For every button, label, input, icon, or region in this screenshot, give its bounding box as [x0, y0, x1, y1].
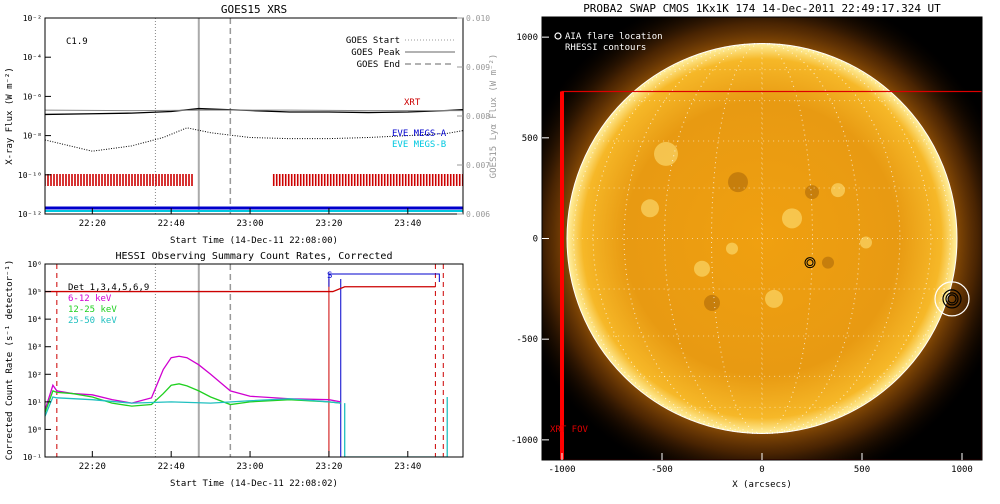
hessi-y-tick-label: 10⁵ [28, 288, 42, 297]
hessi-x-tick-label: 23:20 [315, 462, 342, 472]
swap-legend-label: RHESSI contours [565, 43, 646, 53]
hessi-25-50-gap [345, 397, 448, 457]
swap-active-region [694, 261, 710, 277]
swap-x-tick-label: -500 [651, 465, 673, 475]
swap-x-tick-label: 1000 [951, 465, 973, 475]
swap-y-tick-label: 500 [522, 134, 538, 144]
goes-y2-label: GOES15 Lyα Flux (W m⁻²) [489, 54, 499, 179]
goes-title: GOES15 XRS [221, 3, 287, 16]
goes-y-tick-label: 10⁻⁴ [23, 53, 42, 62]
goes-legend: GOES Start GOES Peak GOES End [346, 36, 455, 70]
goes-legend-label: GOES Start [346, 36, 400, 46]
swap-active-region [831, 183, 845, 197]
hessi-series-line [45, 397, 341, 416]
hessi-s-marker: S [327, 271, 332, 281]
swap-dark-feature [822, 257, 834, 269]
goes-y-tick-label: 10⁻⁶ [23, 92, 42, 101]
hessi-y-tick-label: 10¹ [28, 398, 42, 407]
swap-x-tick-label: 0 [759, 465, 764, 475]
swap-active-region [654, 142, 678, 166]
swap-dark-feature [704, 295, 720, 311]
hessi-legend-label: Det 1,3,4,5,6,9 [68, 283, 149, 293]
hessi-y-axis: 10⁶ 10⁵ 10⁴ 10³ 10² 10¹ 10⁰ 10⁻¹ [23, 260, 51, 462]
goes-xrs-long-line [45, 109, 463, 115]
goes-legend-label: GOES End [357, 60, 400, 70]
swap-dark-feature [728, 172, 748, 192]
goes-y-axis: 10⁻² 10⁻⁴ 10⁻⁶ 10⁻⁸ 10⁻¹⁰ 10⁻¹² [18, 14, 51, 219]
goes-y-tick-label: 10⁻¹⁰ [18, 171, 42, 180]
goes-x-tick-label: 22:20 [79, 219, 106, 229]
hessi-title: HESSI Observing Summary Count Rates, Cor… [116, 251, 393, 262]
hessi-y-tick-label: 10⁻¹ [23, 453, 42, 462]
goes-x-tick-label: 23:40 [394, 219, 421, 229]
goes-y2-tick-label: 0.008 [466, 112, 490, 121]
goes-eve-b-label: EVE MEGS-B [392, 140, 446, 150]
swap-y-tick-label: -500 [516, 335, 538, 345]
goes-y-tick-label: 10⁻¹² [18, 210, 42, 219]
swap-y-tick-label: 1000 [516, 33, 538, 43]
hessi-saa-bracket [329, 274, 439, 287]
hessi-x-tick-label: 22:40 [158, 462, 185, 472]
goes-x-tick-label: 23:00 [237, 219, 264, 229]
swap-active-region [860, 237, 872, 249]
hessi-y-tick-label: 10⁶ [28, 260, 42, 269]
swap-y-tick-label: 0 [533, 235, 538, 245]
hessi-x-axis: 22:20 22:40 23:00 23:20 23:40 [79, 451, 422, 472]
hessi-6-12-post-gap [467, 380, 483, 457]
goes-x-tick-label: 23:20 [315, 219, 342, 229]
goes-x-tick-label: 22:40 [158, 219, 185, 229]
goes-y2-tick-label: 0.009 [466, 63, 490, 72]
swap-active-region [641, 199, 659, 217]
swap-active-region [726, 243, 738, 255]
swap-fov-label: XRT FOV [550, 425, 589, 435]
hessi-x-tick-label: 22:20 [79, 462, 106, 472]
goes-plot-area [45, 18, 463, 214]
goes-x-label: Start Time (14-Dec-11 22:08:00) [170, 236, 338, 246]
hessi-y-tick-label: 10² [28, 370, 42, 379]
hessi-legend-label: 25-50 keV [68, 316, 117, 326]
swap-y-tick-label: -1000 [511, 436, 538, 446]
hessi-x-tick-label: 23:40 [394, 462, 421, 472]
swap-legend-label: AIA flare location [565, 32, 663, 42]
hessi-y-label: Corrected Count Rate (s⁻¹ detector⁻¹) [5, 260, 15, 460]
goes-y2-tick-label: 0.006 [466, 210, 490, 219]
hessi-legend-label: 12-25 keV [68, 305, 117, 315]
hessi-y-tick-label: 10³ [28, 343, 42, 352]
swap-panel: PROBA2 SWAP CMOS 1Kx1K 174 14-Dec-2011 2… [509, 0, 1000, 492]
hessi-x-tick-label: 23:00 [237, 462, 264, 472]
goes-flare-class: C1.9 [66, 37, 88, 47]
swap-dark-feature [805, 185, 819, 199]
goes-y2-axis: 0.010 0.009 0.008 0.007 0.006 [457, 14, 490, 219]
swap-x-label: X (arcsecs) [732, 480, 792, 490]
goes-y-tick-label: 10⁻² [23, 14, 42, 23]
hessi-12-25-post-gap [467, 394, 483, 457]
goes-eve-a-label: EVE MEGS-A [392, 129, 447, 139]
goes-legend-label: GOES Peak [351, 48, 400, 58]
swap-x-tick-label: -1000 [548, 465, 575, 475]
swap-x-tick-label: 500 [854, 465, 870, 475]
hessi-y-tick-label: 10⁴ [28, 315, 42, 324]
hessi-x-label: Start Time (14-Dec-11 22:08:02) [170, 479, 338, 489]
goes-y-tick-label: 10⁻⁸ [23, 132, 42, 141]
hessi-panel: HESSI Observing Summary Count Rates, Cor… [5, 251, 483, 489]
goes-panel: GOES15 XRS 10⁻² 10⁻⁴ 10⁻⁶ 10⁻⁸ 10⁻¹⁰ 10⁻¹² 0.… [5, 3, 499, 246]
goes-y-label: X-ray Flux (W m⁻²) [5, 67, 15, 165]
hessi-y-tick-label: 10⁰ [28, 425, 42, 434]
swap-title: PROBA2 SWAP CMOS 1Kx1K 174 14-Dec-2011 2… [583, 2, 941, 15]
goes-y2-tick-label: 0.007 [466, 161, 490, 170]
swap-active-region [782, 208, 802, 228]
goes-y2-tick-label: 0.010 [466, 14, 490, 23]
swap-active-region [765, 290, 783, 308]
goes-xrt-label: XRT [404, 98, 421, 108]
hessi-legend-label: 6-12 keV [68, 294, 112, 304]
